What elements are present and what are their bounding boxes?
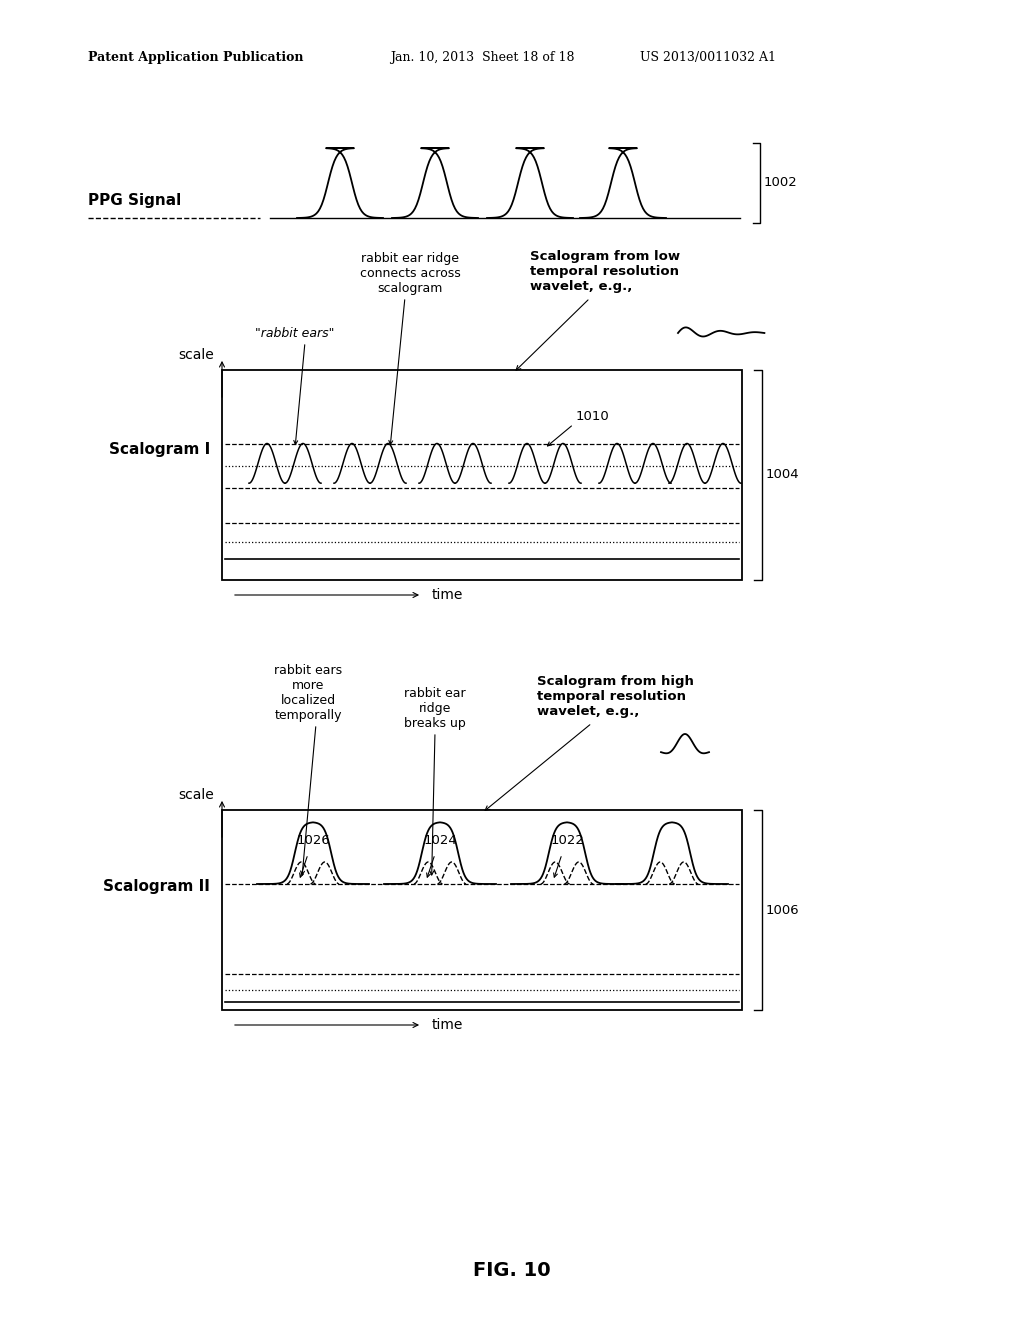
Text: "rabbit ears": "rabbit ears" [255,327,335,341]
Text: 1022: 1022 [550,834,584,847]
Text: rabbit ears
more
localized
temporally: rabbit ears more localized temporally [274,664,342,722]
Text: Jan. 10, 2013  Sheet 18 of 18: Jan. 10, 2013 Sheet 18 of 18 [390,51,574,65]
Text: 1010: 1010 [575,409,609,422]
Text: Scalogram from high
temporal resolution
wavelet, e.g.,: Scalogram from high temporal resolution … [537,675,694,718]
Text: 1026: 1026 [296,834,330,847]
Text: Scalogram I: Scalogram I [109,442,210,457]
Text: 1024: 1024 [423,834,457,847]
Text: Scalogram from low
temporal resolution
wavelet, e.g.,: Scalogram from low temporal resolution w… [530,249,680,293]
Text: scale: scale [178,348,214,362]
Bar [222,810,742,1010]
Bar [222,370,742,579]
Text: rabbit ear
ridge
breaks up: rabbit ear ridge breaks up [404,686,466,730]
Text: US 2013/0011032 A1: US 2013/0011032 A1 [640,51,776,65]
Text: time: time [432,1018,464,1032]
Text: Scalogram II: Scalogram II [103,879,210,894]
Text: time: time [432,587,464,602]
Text: PPG Signal: PPG Signal [88,193,181,207]
Text: rabbit ear ridge
connects across
scalogram: rabbit ear ridge connects across scalogr… [359,252,461,294]
Text: 1004: 1004 [766,469,800,482]
Text: 1002: 1002 [764,177,798,190]
Text: scale: scale [178,788,214,803]
Text: Patent Application Publication: Patent Application Publication [88,51,303,65]
Text: FIG. 10: FIG. 10 [473,1261,551,1279]
Text: 1006: 1006 [766,903,800,916]
